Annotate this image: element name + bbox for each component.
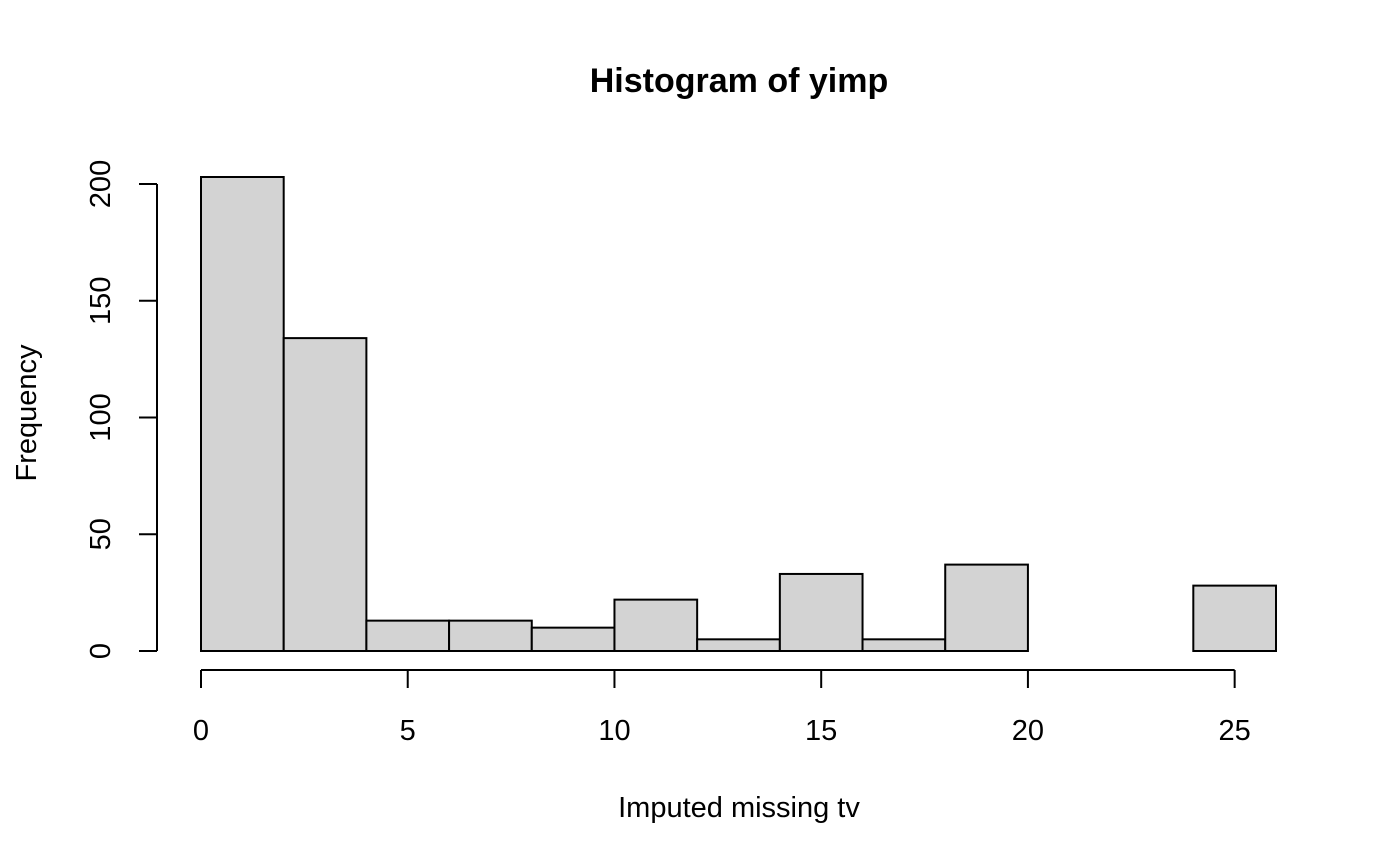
chart-title: Histogram of yimp [590,62,888,100]
x-axis-label: Imputed missing tv [618,792,860,824]
y-tick-label: 200 [85,160,117,208]
y-tick-label: 100 [85,393,117,441]
bars-group [200,176,1278,653]
x-axis: 0 5 10 15 20 25 [193,669,1251,747]
histogram-bar [365,619,451,653]
histogram-bar [1192,584,1278,652]
histogram-bar [861,638,947,653]
histogram-bar [530,626,616,653]
y-axis-label: Frequency [11,344,43,482]
y-tick-label: 0 [85,643,117,659]
x-tick-label: 10 [598,715,630,747]
x-tick-label: 25 [1219,715,1251,747]
y-axis: 0 50 100 150 200 [85,160,158,659]
y-tick-label: 150 [85,277,117,325]
x-tick-label: 15 [805,715,837,747]
y-tick-label: 50 [85,518,117,550]
histogram-bar [448,619,533,653]
histogram-bar [944,563,1029,652]
histogram-bar [778,572,864,652]
histogram-bar [613,598,699,653]
x-tick-label: 5 [400,715,416,747]
histogram-bar [200,176,285,652]
histogram-bar [696,638,781,653]
x-tick-label: 20 [1012,715,1044,747]
histogram-bar [282,337,368,652]
x-tick-label: 0 [193,715,209,747]
